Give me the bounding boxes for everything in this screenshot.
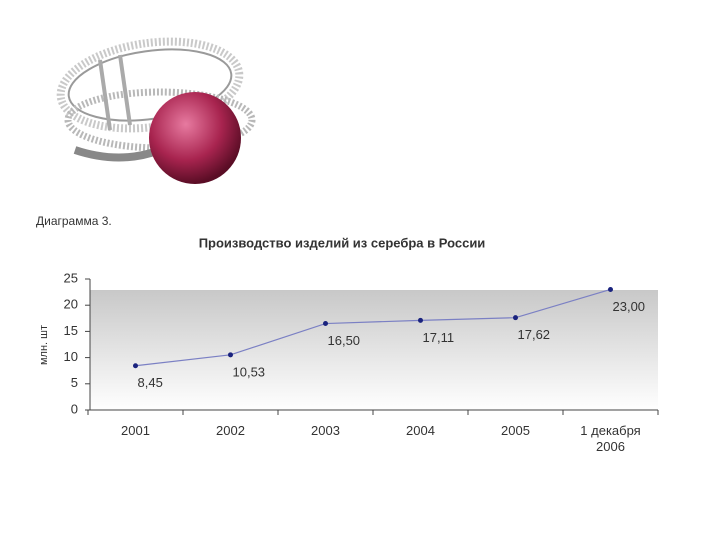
x-tick-label: 2003 [311, 423, 340, 438]
y-tick-label: 15 [64, 323, 78, 338]
value-label: 8,45 [138, 375, 163, 390]
y-tick-label: 5 [71, 375, 78, 390]
ring-photo [56, 37, 256, 184]
value-label: 17,62 [518, 327, 551, 342]
y-tick-label: 0 [71, 401, 78, 416]
y-tick-label: 20 [64, 297, 78, 312]
marker [513, 315, 518, 321]
chart-title: Производство изделий из серебра в России [199, 235, 486, 250]
marker [323, 321, 328, 327]
x-tick-label: 2002 [216, 423, 245, 438]
x-tick-label: 2001 [121, 423, 150, 438]
x-tick-label: 2004 [406, 423, 435, 438]
caption: Диаграмма 3. [36, 214, 112, 228]
marker [608, 286, 613, 292]
x-tick-label: 1 декабря 2006 [580, 423, 641, 454]
value-label: 23,00 [613, 299, 646, 314]
value-label: 10,53 [233, 364, 266, 379]
marker [418, 317, 423, 323]
y-axis-label: млн. шт [38, 325, 50, 365]
marker [228, 352, 233, 358]
y-tick-label: 25 [64, 270, 78, 285]
value-label: 16,50 [328, 333, 361, 348]
value-label: 17,11 [423, 330, 455, 345]
x-tick-label: 2005 [501, 423, 530, 438]
marker [133, 363, 138, 369]
y-tick-label: 10 [64, 349, 78, 364]
line [135, 288, 611, 367]
plot-background [90, 290, 658, 410]
